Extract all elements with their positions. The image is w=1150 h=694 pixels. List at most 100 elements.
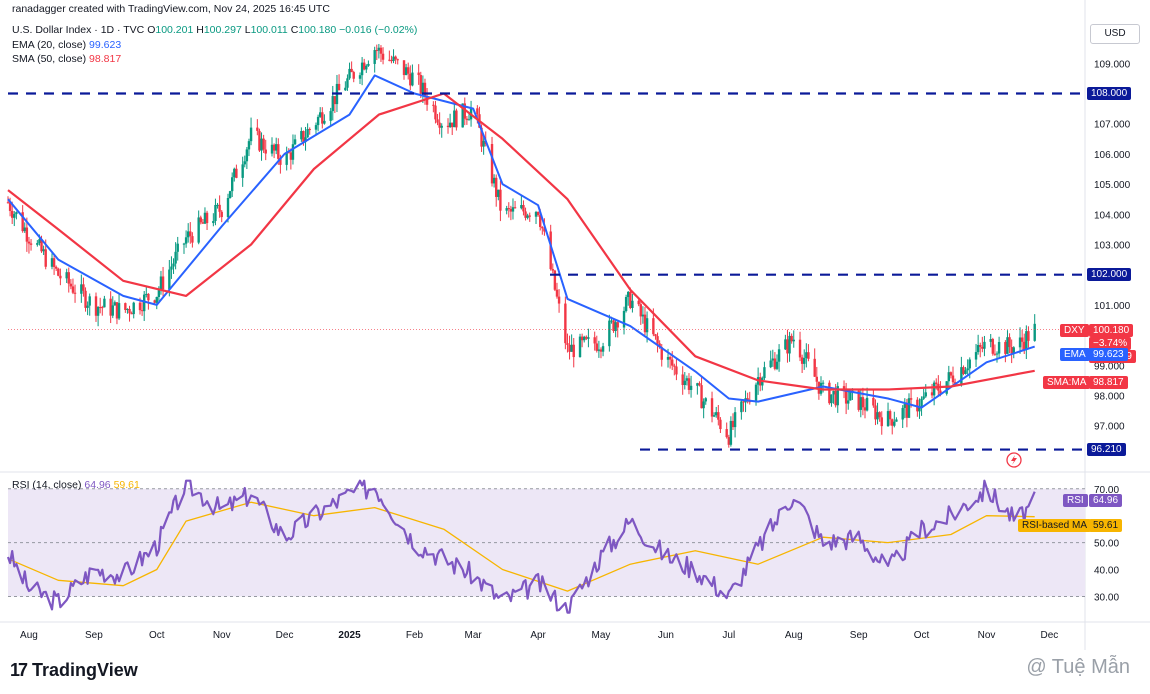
candle-body: [168, 269, 171, 290]
candle-body: [997, 342, 1001, 354]
candle-body: [235, 168, 238, 178]
candle-body: [13, 214, 16, 218]
candle-body: [69, 283, 73, 287]
candle-body: [140, 310, 144, 312]
rsi-tick-label: 30.00: [1094, 592, 1119, 603]
price-tick-label: 98.000: [1094, 392, 1125, 403]
candle-body: [800, 357, 804, 364]
candle-body: [595, 343, 598, 351]
candle-body: [352, 72, 355, 79]
candle-body: [300, 131, 303, 140]
candle-body: [627, 291, 630, 298]
candle-body: [570, 344, 573, 352]
price-tick-label: 105.000: [1094, 180, 1131, 191]
candle-body: [23, 227, 26, 232]
candle-body: [769, 360, 772, 368]
sma-legend[interactable]: SMA (50, close) 98.817: [12, 53, 121, 65]
lightning-icon: [1006, 452, 1022, 468]
candle-body: [358, 75, 362, 79]
price-tick-label: 109.000: [1094, 59, 1131, 70]
time-tick-label: 2025: [338, 630, 361, 641]
symbol-name[interactable]: U.S. Dollar Index · 1D · TVC: [12, 24, 145, 36]
candle-body: [243, 161, 246, 165]
candle-body: [321, 112, 324, 124]
candle-body: [788, 335, 791, 354]
candle-body: [272, 144, 276, 151]
candle-body: [71, 286, 75, 293]
candle-body: [1033, 323, 1036, 341]
candle-body: [1004, 342, 1007, 354]
watermark: @ Tuệ Mẫn: [1026, 656, 1130, 678]
candle-body: [52, 258, 56, 267]
candle-body: [373, 50, 376, 64]
lightning-icon-bolt: [1011, 455, 1017, 465]
rsi-tick-label: 50.00: [1094, 539, 1119, 550]
candle-body: [394, 56, 397, 60]
time-tick-label: Nov: [978, 630, 996, 641]
candle-body: [918, 407, 921, 412]
candle-body: [448, 122, 452, 128]
candle-body: [763, 367, 766, 379]
candle-body: [507, 208, 510, 210]
ema-value: 99.623: [89, 39, 122, 51]
candle-body: [80, 284, 83, 294]
rsi-legend[interactable]: RSI (14, close) 64.96 59.61: [12, 479, 140, 491]
candle-body: [1012, 347, 1015, 354]
price-tick-label: 103.000: [1094, 241, 1131, 252]
candle-body: [526, 215, 529, 218]
candle-body: [815, 376, 818, 382]
candle-body: [951, 375, 955, 383]
candle-body: [220, 211, 223, 218]
candle-body: [480, 127, 483, 147]
candle-body: [698, 383, 701, 386]
candle-body: [842, 386, 846, 390]
candle-body: [893, 421, 896, 426]
sma-label: SMA (50, close): [12, 53, 87, 65]
candle-body: [65, 272, 68, 279]
candle-body: [21, 212, 24, 232]
candle-body: [1020, 337, 1024, 342]
candle-body: [44, 249, 47, 267]
candle-body: [411, 72, 414, 86]
candle-body: [830, 394, 833, 404]
ema-legend[interactable]: EMA (20, close) 99.623: [12, 39, 121, 51]
candle-body: [891, 419, 894, 426]
rsi-value: 64.96: [84, 479, 111, 491]
candle-body: [348, 68, 351, 79]
candle-body: [557, 296, 561, 304]
candle-body: [1018, 337, 1022, 348]
candle-body: [539, 215, 542, 227]
level-price-tag: 96.210: [1087, 442, 1126, 456]
rsi-ma-tag-label: RSI-based MA: [1018, 518, 1092, 532]
candle-body: [8, 202, 12, 211]
candle-body: [492, 177, 496, 184]
candle-body: [888, 411, 892, 420]
candle-body: [490, 144, 494, 184]
candle-body: [673, 365, 676, 367]
rsi-ma-value: 59.61: [113, 479, 140, 491]
rsi-tag-value: 64.96: [1089, 494, 1123, 508]
candle-body: [172, 263, 175, 267]
candle-body: [715, 412, 718, 416]
candle-body: [960, 367, 963, 384]
price-tick-label: 99.000: [1094, 361, 1125, 372]
rsi-pane: [6, 479, 1085, 614]
candle-body: [174, 251, 177, 264]
candle-body: [88, 296, 91, 306]
currency-button[interactable]: USD: [1090, 24, 1140, 44]
time-tick-label: Jun: [658, 630, 674, 641]
candle-body: [639, 304, 642, 317]
tradingview-logo[interactable]: 17 TradingView: [10, 660, 138, 681]
candle-body: [935, 382, 938, 384]
candle-body: [264, 149, 267, 154]
ema-line: [7, 74, 1036, 409]
candle-body: [73, 292, 77, 294]
time-tick-label: Oct: [149, 630, 165, 641]
candle-body: [159, 276, 163, 291]
time-tick-label: Apr: [530, 630, 546, 641]
candle-body: [555, 289, 559, 297]
candle-body: [279, 158, 282, 165]
candle-body: [909, 398, 913, 400]
candle-body: [777, 349, 781, 362]
